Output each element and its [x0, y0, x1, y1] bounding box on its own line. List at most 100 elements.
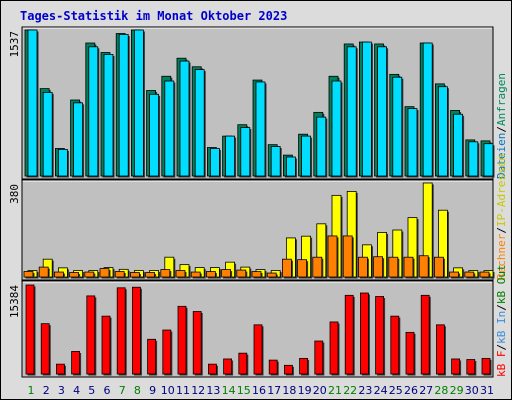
bar-dateien	[453, 113, 464, 177]
chart-title: Tages-Statistik im Monat Oktober 2023	[20, 9, 288, 23]
bar-kb-f	[359, 292, 369, 375]
legend-item: kB In	[495, 311, 508, 344]
bar-kb-f	[40, 323, 50, 375]
bar-rechner	[433, 256, 444, 278]
bar-rechner	[327, 235, 338, 278]
bar-kb-f	[344, 294, 354, 375]
bar-kb-f	[314, 340, 324, 375]
legend-mid: Rechner/IP-Adressen	[495, 154, 508, 280]
x-tick-label: 13	[206, 384, 220, 397]
bar-dateien	[346, 46, 357, 177]
bar-kb-f	[56, 363, 65, 375]
bar-dateien	[270, 146, 281, 177]
bar-rechner	[297, 259, 308, 278]
bar-dateien	[149, 93, 160, 177]
bar-kb-f	[101, 315, 111, 375]
x-tick-label: 6	[104, 384, 111, 397]
x-tick-label: 18	[282, 384, 296, 397]
legend-item: /	[495, 344, 508, 351]
bar-kb-f	[71, 351, 80, 375]
ymax-label-hits-files: 1537	[8, 31, 21, 58]
bar-dateien	[103, 54, 114, 177]
bar-dateien	[255, 81, 266, 177]
x-tick-label: 27	[419, 384, 433, 397]
bar-kb-f	[375, 296, 385, 375]
bar-kb-f	[238, 352, 248, 375]
bar-dateien	[361, 41, 372, 177]
legend-item: kB F	[495, 351, 508, 378]
bar-kb-f	[329, 321, 339, 375]
ymax-label-sites-visits: 380	[8, 184, 21, 204]
x-tick-label: 2	[43, 384, 50, 397]
bar-dateien	[285, 156, 296, 177]
bar-kb-f	[435, 324, 445, 375]
bar-rechner	[388, 256, 399, 278]
bar-kb-f	[405, 331, 415, 375]
bar-dateien	[133, 29, 144, 177]
bar-kb-f	[283, 364, 293, 375]
legend-item: IP-Adressen	[495, 154, 508, 227]
x-tick-label: 17	[267, 384, 281, 397]
bar-dateien	[88, 46, 99, 177]
bar-dateien	[164, 80, 175, 177]
bar-kb-f	[299, 357, 309, 375]
bar-kb-f	[207, 363, 217, 375]
legend-item: Anfragen	[495, 73, 508, 126]
x-tick-label: 26	[404, 384, 418, 397]
x-tick-label: 15	[237, 384, 251, 397]
bar-kb-f	[25, 284, 35, 375]
bar-dateien	[331, 80, 342, 177]
bar-kb-f	[390, 315, 400, 375]
bar-kb-f	[86, 295, 96, 375]
bar-dateien	[27, 29, 38, 177]
bar-rechner	[38, 266, 49, 278]
bar-dateien	[118, 34, 129, 177]
bar-rechner	[464, 271, 475, 278]
bar-dateien	[58, 149, 68, 177]
bar-rechner	[281, 258, 292, 278]
x-tick-label: 30	[465, 384, 479, 397]
x-tick-label: 21	[328, 384, 342, 397]
x-tick-label: 25	[389, 384, 403, 397]
legend-top: Dateien/Anfragen	[495, 73, 508, 179]
bar-kb-f	[451, 358, 461, 375]
bar-dateien	[301, 135, 312, 177]
bar-dateien	[316, 116, 327, 177]
bar-kb-f	[466, 359, 476, 375]
bar-dateien	[483, 143, 494, 177]
bar-kb-f	[116, 287, 126, 375]
legend-bottom: kB F/kB In/kB Out	[495, 264, 508, 377]
bar-rechner	[342, 235, 353, 278]
bar-dateien	[209, 148, 220, 177]
legend-item: /	[495, 126, 508, 133]
bar-rechner	[54, 271, 64, 278]
x-tick-label: 12	[191, 384, 205, 397]
x-tick-label: 28	[434, 384, 448, 397]
x-tick-label: 9	[149, 384, 156, 397]
bar-rechner	[449, 271, 460, 278]
bar-kb-f	[268, 359, 278, 375]
bar-dateien	[392, 76, 403, 177]
bar-rechner	[236, 269, 247, 278]
bar-dateien	[468, 141, 479, 177]
x-tick-label: 10	[161, 384, 175, 397]
bar-rechner	[23, 271, 34, 278]
bar-kb-f	[131, 286, 141, 375]
bar-rechner	[160, 269, 171, 278]
bar-dateien	[422, 42, 433, 177]
bar-rechner	[418, 255, 429, 278]
bar-rechner	[403, 256, 414, 278]
bar-rechner	[99, 268, 110, 278]
x-tick-label: 16	[252, 384, 266, 397]
bar-dateien	[42, 92, 53, 177]
bar-kb-f	[253, 324, 263, 375]
bar-rechner	[357, 256, 368, 278]
x-tick-label: 11	[176, 384, 190, 397]
bar-rechner	[175, 270, 186, 278]
legend-item: /	[495, 227, 508, 234]
bar-dateien	[407, 108, 418, 177]
x-tick-label: 8	[134, 384, 141, 397]
bar-kb-f	[481, 357, 491, 375]
bar-rechner	[114, 271, 125, 278]
